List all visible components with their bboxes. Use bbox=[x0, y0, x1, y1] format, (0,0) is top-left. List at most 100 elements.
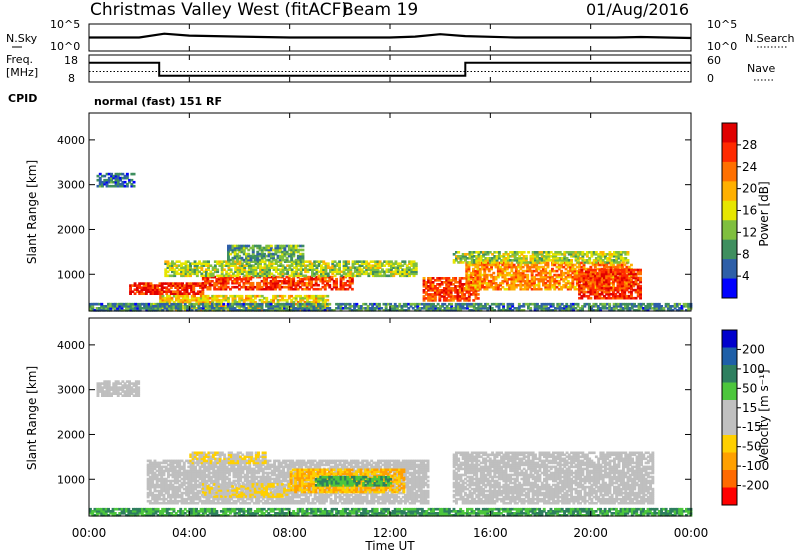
power-cell bbox=[202, 300, 205, 304]
power-cell bbox=[330, 275, 334, 279]
power-cell bbox=[193, 294, 196, 298]
power-cell bbox=[600, 267, 604, 271]
power-cell bbox=[461, 261, 465, 264]
power-cell bbox=[560, 263, 563, 267]
power-cell bbox=[556, 251, 560, 254]
power-cell bbox=[618, 294, 622, 298]
power-cell bbox=[570, 259, 573, 262]
power-cell bbox=[238, 270, 242, 274]
power-cell bbox=[580, 288, 584, 292]
power-cell bbox=[403, 260, 407, 263]
power-cell bbox=[472, 289, 476, 292]
power-cell bbox=[102, 309, 106, 312]
power-cell bbox=[331, 268, 335, 271]
power-cell bbox=[510, 267, 514, 271]
power-cell bbox=[438, 279, 442, 282]
power-cell bbox=[323, 285, 327, 289]
power-cell bbox=[195, 300, 199, 304]
power-cell bbox=[464, 257, 467, 260]
power-cell bbox=[245, 244, 248, 248]
power-cell bbox=[285, 285, 289, 289]
power-cell bbox=[358, 266, 362, 269]
power-cell bbox=[533, 277, 536, 281]
power-cell bbox=[175, 298, 178, 302]
power-cell bbox=[473, 255, 476, 258]
power-cell bbox=[101, 184, 104, 188]
power-cell bbox=[529, 257, 533, 260]
power-cell bbox=[503, 275, 507, 279]
power-cell bbox=[580, 296, 584, 300]
power-cell bbox=[251, 309, 255, 312]
power-cell bbox=[152, 302, 156, 306]
power-cell bbox=[569, 269, 572, 273]
power-cell bbox=[189, 268, 192, 271]
power-cell bbox=[304, 268, 308, 271]
power-cell bbox=[315, 296, 318, 300]
power-cell bbox=[549, 259, 553, 262]
power-cell bbox=[213, 307, 217, 310]
power-cell bbox=[251, 248, 255, 252]
power-cell bbox=[207, 264, 210, 267]
power-cell bbox=[584, 278, 588, 282]
power-cell bbox=[306, 294, 309, 298]
power-cell bbox=[627, 286, 631, 290]
power-cell bbox=[283, 254, 287, 258]
power-cell bbox=[98, 307, 101, 310]
power-cell bbox=[515, 251, 519, 254]
power-cell bbox=[297, 268, 301, 271]
power-cell bbox=[351, 274, 355, 278]
power-cell bbox=[469, 277, 473, 281]
power-cell bbox=[551, 267, 554, 271]
power-cell bbox=[208, 307, 212, 310]
power-cell bbox=[529, 261, 533, 264]
power-cell bbox=[526, 275, 530, 279]
power-cell bbox=[207, 266, 210, 269]
power-cell bbox=[283, 277, 286, 281]
power-cell bbox=[261, 266, 265, 269]
power-cell bbox=[185, 290, 189, 293]
power-cell bbox=[184, 309, 187, 312]
power-cell bbox=[298, 307, 302, 310]
power-cell bbox=[283, 266, 287, 269]
power-cell bbox=[557, 287, 561, 291]
power-cell bbox=[194, 284, 198, 287]
power-cell bbox=[508, 271, 511, 275]
power-cell bbox=[268, 268, 271, 271]
power-cell bbox=[304, 260, 308, 263]
power-cell bbox=[242, 302, 246, 306]
power-cell bbox=[315, 270, 319, 274]
power-cell bbox=[365, 262, 369, 265]
power-cell bbox=[576, 255, 580, 258]
power-cell bbox=[319, 277, 323, 281]
power-cell bbox=[285, 309, 289, 312]
power-cell bbox=[283, 279, 286, 283]
power-cell bbox=[231, 250, 235, 254]
power-cell bbox=[575, 279, 579, 283]
power-cell bbox=[603, 294, 606, 298]
power-cell bbox=[249, 309, 253, 312]
power-cell bbox=[232, 272, 235, 276]
power-cell bbox=[593, 285, 597, 289]
power-cell bbox=[463, 299, 467, 302]
power-cell bbox=[335, 268, 339, 271]
power-cell bbox=[167, 290, 171, 293]
power-cell bbox=[302, 260, 305, 263]
power-cell bbox=[600, 288, 604, 292]
power-cell bbox=[251, 300, 255, 304]
power-cell bbox=[236, 244, 239, 248]
power-cell bbox=[180, 270, 183, 274]
power-cell bbox=[609, 288, 613, 292]
power-cell bbox=[143, 307, 147, 310]
power-cell bbox=[231, 244, 235, 248]
power-cell bbox=[186, 296, 190, 300]
power-cell bbox=[623, 278, 627, 282]
power-cell bbox=[499, 267, 502, 271]
power-cell bbox=[251, 307, 255, 310]
power-cell bbox=[184, 266, 188, 269]
power-cell bbox=[461, 289, 464, 292]
power-cell bbox=[623, 286, 627, 290]
power-cell bbox=[521, 277, 525, 281]
power-cell bbox=[520, 261, 524, 264]
power-cell bbox=[229, 248, 233, 252]
power-cell bbox=[312, 283, 316, 287]
